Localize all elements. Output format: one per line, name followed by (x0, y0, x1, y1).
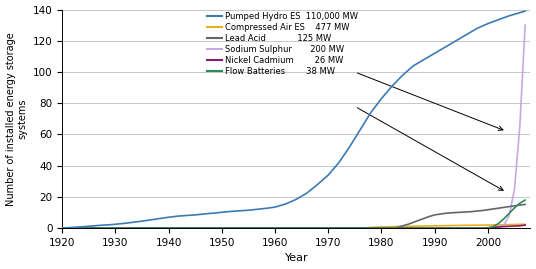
Legend: Pumped Hydro ES  110,000 MW, Compressed Air ES    477 MW, Lead Acid            1: Pumped Hydro ES 110,000 MW, Compressed A… (207, 12, 358, 76)
X-axis label: Year: Year (285, 253, 308, 263)
Y-axis label: Number of installed energy storage
systems: Number of installed energy storage syste… (5, 32, 27, 206)
